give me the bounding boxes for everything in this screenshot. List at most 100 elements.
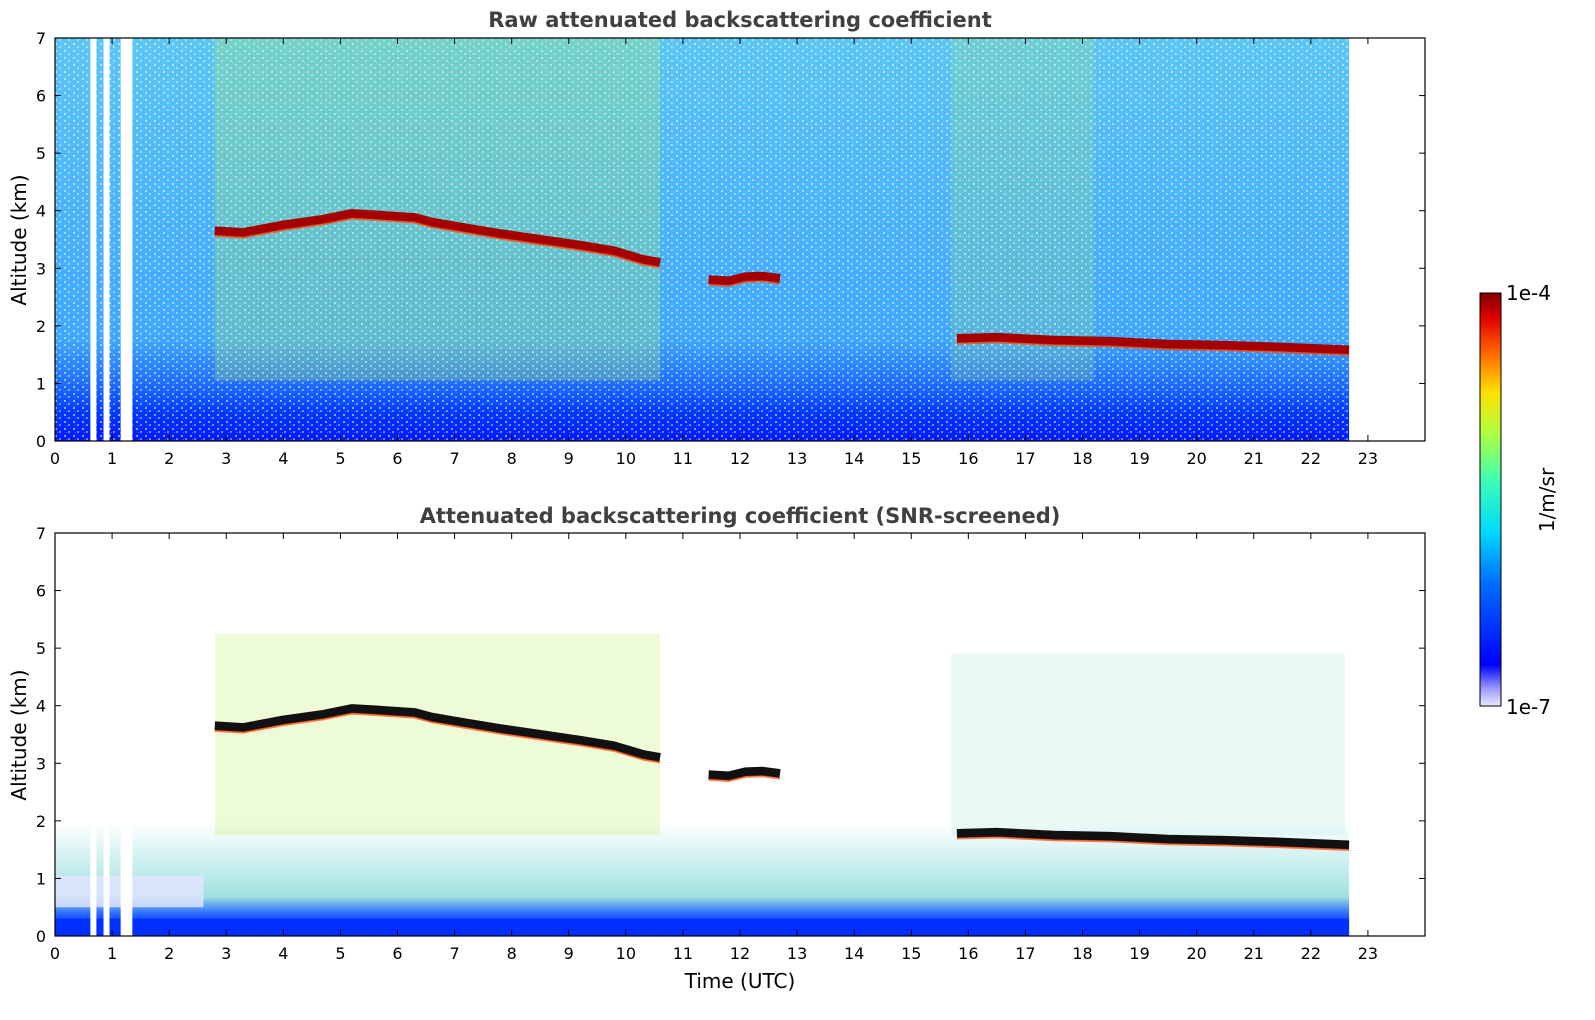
- x-tick-label: 21: [1244, 449, 1264, 468]
- colorbar-unit-label: 1/m/sr: [1535, 467, 1559, 532]
- x-axis-label: Time (UTC): [684, 969, 796, 993]
- x-axis-ticks: 0 1 2 3 4 5 6 7 8 9 10 11 12 13 14 15 16 17 18 19 20 21 22 23: [50, 533, 1378, 963]
- cloud-layer: [956, 827, 1350, 850]
- data-gap: [103, 38, 110, 441]
- cloud-layer: [214, 704, 661, 762]
- x-tick-label: 23: [1358, 449, 1378, 468]
- data-gap: [120, 38, 127, 441]
- aerosol-region: [951, 38, 1094, 381]
- cloud-layer-edge: [214, 712, 661, 764]
- y-tick-label: 5: [36, 639, 46, 658]
- x-tick-label: 12: [730, 449, 750, 468]
- y-axis-label: Altitude (km): [7, 174, 31, 305]
- x-tick-label: 17: [1015, 944, 1035, 963]
- x-tick-label: 4: [278, 449, 288, 468]
- x-tick-label: 21: [1244, 944, 1264, 963]
- x-tick-label: 14: [844, 449, 864, 468]
- noise-texture: [55, 38, 1350, 441]
- x-tick-label: 3: [221, 944, 231, 963]
- data-gap: [126, 533, 133, 936]
- x-tick-label: 6: [392, 944, 402, 963]
- x-tick-label: 8: [507, 449, 517, 468]
- aerosol-region: [951, 653, 1346, 836]
- x-tick-label: 3: [221, 449, 231, 468]
- y-tick-label: 5: [36, 144, 46, 163]
- y-tick-label: 3: [36, 259, 46, 278]
- data-gap: [103, 533, 110, 936]
- x-tick-label: 10: [616, 449, 636, 468]
- x-tick-label: 1: [107, 449, 117, 468]
- y-tick-label: 0: [36, 432, 46, 451]
- y-tick-label: 1: [36, 374, 46, 393]
- x-tick-label: 9: [564, 944, 574, 963]
- y-tick-label: 7: [36, 29, 46, 48]
- colorbar-min-label: 1e-7: [1506, 695, 1551, 719]
- x-tick-label: 15: [901, 944, 921, 963]
- x-tick-label: 17: [1015, 449, 1035, 468]
- x-tick-label: 20: [1186, 944, 1206, 963]
- y-tick-label: 2: [36, 812, 46, 831]
- x-tick-label: 11: [673, 449, 693, 468]
- y-tick-label: 4: [36, 202, 46, 221]
- colorbar-max-label: 1e-4: [1506, 281, 1551, 305]
- x-tick-label: 5: [335, 944, 345, 963]
- x-tick-label: 18: [1072, 449, 1092, 468]
- data-gap: [126, 38, 133, 441]
- panel-title: Raw attenuated backscattering coefficien…: [488, 8, 992, 32]
- cloud-layer: [956, 332, 1350, 355]
- x-tick-label: 6: [392, 449, 402, 468]
- x-tick-label: 16: [958, 449, 978, 468]
- x-tick-label: 0: [50, 449, 60, 468]
- aerosol-region: [214, 38, 661, 381]
- x-tick-label: 0: [50, 944, 60, 963]
- snr-screened-panel: Attenuated backscattering coefficient (S…: [7, 504, 1426, 993]
- raw-backscatter-panel: Raw attenuated backscattering coefficien…: [7, 8, 1426, 468]
- colorbar-gradient: [1479, 292, 1502, 707]
- plot-frame: [54, 37, 1426, 442]
- data-gap: [90, 533, 97, 936]
- x-tick-label: 10: [616, 944, 636, 963]
- y-axis-label: Altitude (km): [7, 669, 31, 800]
- y-tick-label: 1: [36, 869, 46, 888]
- y-tick-label: 6: [36, 87, 46, 106]
- x-axis-ticks: 0 1 2 3 4 5 6 7 8 9 10 11 12 13 14 15 16 17 18 19 20 21 22 23: [50, 38, 1378, 468]
- colorbar: 1e-4 1e-7 1/m/sr: [1479, 281, 1559, 719]
- cloud-layer: [708, 271, 781, 286]
- cloud-layer-edge: [214, 217, 661, 269]
- x-tick-label: 19: [1129, 944, 1149, 963]
- cloud-layer-edge: [708, 775, 781, 783]
- x-tick-label: 22: [1301, 944, 1321, 963]
- heatmap-area: [55, 533, 1350, 936]
- x-tick-label: 7: [449, 449, 459, 468]
- y-axis-ticks: 0 1 2 3 4 5 6 7: [36, 524, 1425, 946]
- x-tick-label: 1: [107, 944, 117, 963]
- x-tick-label: 7: [449, 944, 459, 963]
- x-tick-label: 12: [730, 944, 750, 963]
- y-tick-label: 3: [36, 754, 46, 773]
- y-tick-label: 4: [36, 697, 46, 716]
- x-tick-label: 2: [164, 944, 174, 963]
- x-tick-label: 16: [958, 944, 978, 963]
- x-tick-label: 11: [673, 944, 693, 963]
- y-tick-label: 6: [36, 582, 46, 601]
- x-tick-label: 5: [335, 449, 345, 468]
- data-gap: [120, 533, 127, 936]
- x-tick-label: 8: [507, 944, 517, 963]
- panel-title: Attenuated backscattering coefficient (S…: [420, 504, 1061, 528]
- cloud-layer: [214, 209, 661, 267]
- x-tick-label: 23: [1358, 944, 1378, 963]
- data-gap: [90, 38, 97, 441]
- x-tick-label: 9: [564, 449, 574, 468]
- x-tick-label: 20: [1186, 449, 1206, 468]
- x-tick-label: 19: [1129, 449, 1149, 468]
- cloud-layer-edge: [708, 280, 781, 288]
- x-tick-label: 2: [164, 449, 174, 468]
- near-surface-signal: [55, 918, 1350, 936]
- y-tick-label: 0: [36, 927, 46, 946]
- x-tick-label: 15: [901, 449, 921, 468]
- plot-frame: [54, 532, 1426, 937]
- heatmap-area: [55, 38, 1350, 441]
- cloud-layer: [708, 766, 781, 781]
- aerosol-region: [214, 633, 661, 836]
